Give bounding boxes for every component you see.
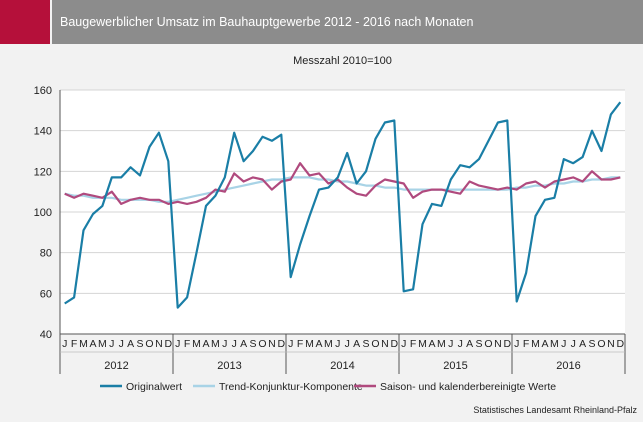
y-tick-label: 80 [40,248,52,260]
x-month-label: J [288,338,293,350]
x-month-label: A [315,338,322,350]
y-tick-label: 140 [34,126,52,138]
x-month-label: D [616,338,624,350]
x-month-label: J [62,338,67,350]
legend-seasonal-label: Saison- und kalenderbereinigte Werte [380,381,556,393]
x-month-label: M [79,338,88,350]
x-month-label: J [119,338,124,350]
x-month-label: J [222,338,227,350]
x-month-label: J [571,338,576,350]
x-month-label: A [428,338,435,350]
x-month-label: D [503,338,511,350]
x-month-label: M [192,338,201,350]
y-tick-label: 120 [34,166,52,178]
x-month-label: A [127,338,134,350]
x-year-label: 2016 [556,360,580,372]
x-month-label: M [324,338,333,350]
series-original-line [64,101,622,309]
x-month-label: S [250,338,257,350]
x-month-label: F [523,338,529,350]
y-tick-label: 100 [34,207,52,219]
x-month-label: O [371,338,379,350]
x-month-label: J [561,338,566,350]
series-trend-line [64,176,621,203]
x-month-label: N [381,338,389,350]
x-month-label: M [211,338,220,350]
x-month-label: N [607,338,615,350]
x-month-label: N [494,338,502,350]
x-month-label: A [89,338,96,350]
x-year-label: 2014 [330,360,354,372]
y-tick-label: 60 [40,288,52,300]
source-label: Statistisches Landesamt Rheinland-Pfalz [473,405,637,415]
x-month-label: M [418,338,427,350]
x-month-label: N [155,338,163,350]
y-tick-label: 40 [40,329,52,341]
x-month-label: O [145,338,153,350]
x-month-label: A [579,338,586,350]
x-month-label: A [541,338,548,350]
x-month-label: F [410,338,416,350]
x-year-label: 2013 [217,360,241,372]
x-month-label: M [550,338,559,350]
x-month-label: A [466,338,473,350]
chart-title: Baugewerblicher Umsatz im Bauhauptgewerb… [60,15,474,29]
x-month-label: M [437,338,446,350]
x-month-label: J [175,338,180,350]
legend-original-label: Originalwert [126,381,182,393]
x-month-label: F [71,338,77,350]
x-month-label: J [458,338,463,350]
x-month-label: A [202,338,209,350]
x-month-label: D [277,338,285,350]
x-month-label: J [345,338,350,350]
x-month-label: S [476,338,483,350]
series-seasonal-line [64,162,621,205]
x-month-label: O [484,338,492,350]
x-month-label: S [137,338,144,350]
x-month-label: J [335,338,340,350]
x-month-label: M [98,338,107,350]
x-month-label: S [589,338,596,350]
x-month-label: J [448,338,453,350]
x-year-label: 2012 [104,360,128,372]
x-year-label: 2015 [443,360,467,372]
x-month-label: J [109,338,114,350]
x-month-label: M [531,338,540,350]
x-month-label: A [240,338,247,350]
x-month-label: J [401,338,406,350]
legend-trend-label: Trend-Konjunktur-Komponente [219,381,363,393]
x-month-label: O [258,338,266,350]
x-month-label: D [390,338,398,350]
x-month-label: D [164,338,172,350]
x-month-label: M [305,338,314,350]
x-month-label: F [184,338,190,350]
x-month-label: A [353,338,360,350]
x-month-label: F [297,338,303,350]
y-tick-label: 160 [34,85,52,97]
title-bar: Baugewerblicher Umsatz im Bauhauptgewerb… [52,0,643,44]
chart-subtitle: Messzahl 2010=100 [293,55,392,67]
x-month-label: N [268,338,276,350]
x-month-label: J [514,338,519,350]
x-month-label: S [363,338,370,350]
x-month-label: O [597,338,605,350]
x-month-label: J [232,338,237,350]
accent-block [0,0,50,44]
